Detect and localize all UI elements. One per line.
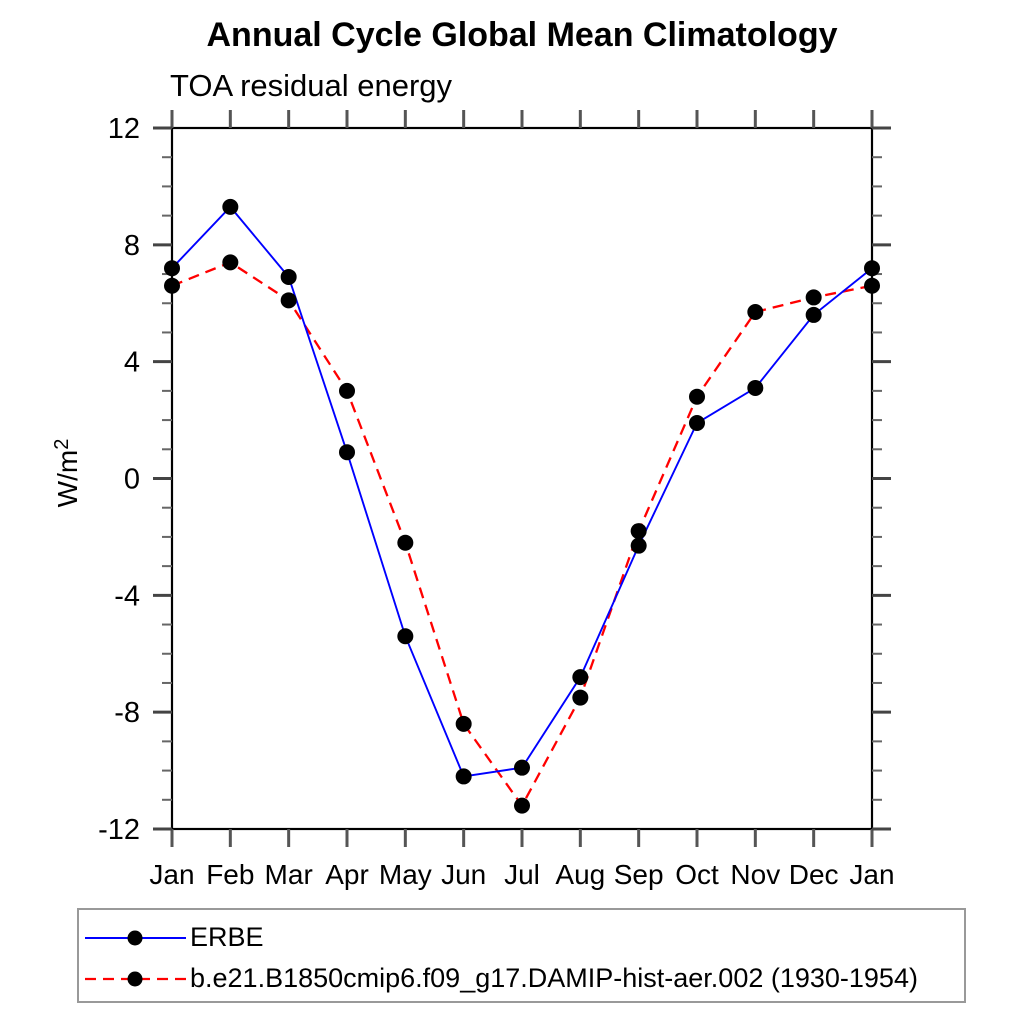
legend-row-model: b.e21.B1850cmip6.f09_g17.DAMIP-hist-aer.… <box>79 958 964 999</box>
legend-box: ERBE b.e21.B1850cmip6.f09_g17.DAMIP-hist… <box>77 908 966 1003</box>
data-point-marker <box>689 415 705 432</box>
data-point-marker <box>397 534 414 551</box>
x-tick-label: Jan <box>849 859 894 890</box>
data-series <box>164 198 880 814</box>
model-line-sample-icon <box>85 971 186 986</box>
y-axis-label: W/m2 <box>46 397 83 549</box>
y-tick-label: -8 <box>114 697 140 729</box>
data-point-marker <box>572 689 589 706</box>
axis-tick-labels: Jan Feb Mar Apr May Jun Jul Aug Sep Oct Nov Dec Jan-… <box>98 113 895 890</box>
erbe-line-sample-icon <box>85 930 186 945</box>
legend-row-erbe: ERBE <box>79 917 964 958</box>
y-axis-label-superscript: 2 <box>51 438 73 450</box>
data-point-marker <box>747 304 764 321</box>
x-tick-label: Nov <box>730 859 780 890</box>
model-line <box>171 261 873 808</box>
y-tick-label: 8 <box>124 230 140 262</box>
data-point-marker <box>689 388 705 405</box>
legend-sample-marker <box>127 930 143 945</box>
x-tick-label: Jun <box>441 859 486 890</box>
x-tick-label: Sep <box>614 859 664 890</box>
data-point-marker <box>514 797 530 814</box>
data-point-marker <box>864 277 880 294</box>
data-point-marker <box>630 523 647 540</box>
chart-title: Annual Cycle Global Mean Climatology <box>206 16 838 54</box>
y-tick-label: -4 <box>114 580 140 612</box>
data-point-marker <box>339 444 355 461</box>
data-point-marker <box>805 306 822 323</box>
data-point-marker <box>455 715 472 732</box>
data-point-marker <box>572 669 589 686</box>
data-point-marker <box>164 277 180 294</box>
data-point-marker <box>397 628 414 645</box>
data-point-marker <box>280 292 297 309</box>
x-tick-label: Oct <box>675 859 719 890</box>
axes <box>153 110 891 847</box>
legend-label-erbe: ERBE <box>190 922 264 952</box>
y-tick-label: 12 <box>108 113 140 145</box>
data-point-marker <box>280 268 297 285</box>
x-tick-label: Jan <box>149 859 194 890</box>
x-tick-label: Aug <box>555 859 605 890</box>
data-point-marker <box>864 260 880 277</box>
y-tick-label: 4 <box>124 347 140 379</box>
data-point-marker <box>630 537 647 554</box>
y-tick-label: -12 <box>98 814 140 846</box>
legend-sample-marker <box>127 971 143 986</box>
x-tick-label: Dec <box>789 859 839 890</box>
x-tick-label: Apr <box>325 859 369 890</box>
x-tick-label: May <box>379 859 432 890</box>
x-tick-label: Mar <box>265 859 313 890</box>
data-point-marker <box>747 379 764 396</box>
legend-label-model: b.e21.B1850cmip6.f09_g17.DAMIP-hist-aer.… <box>190 963 918 993</box>
x-tick-label: Feb <box>206 859 254 890</box>
data-point-marker <box>805 289 822 306</box>
y-tick-label: 0 <box>124 464 140 496</box>
data-point-marker <box>455 768 472 785</box>
plot-border <box>170 126 874 831</box>
data-point-marker <box>339 382 355 399</box>
chart-subtitle: TOA residual energy <box>170 68 453 103</box>
y-axis-label-main: W/m <box>52 449 83 508</box>
data-point-marker <box>514 759 530 776</box>
x-tick-label: Jul <box>504 859 540 890</box>
data-point-marker <box>164 260 180 277</box>
data-point-marker <box>222 198 239 215</box>
data-point-marker <box>222 254 239 271</box>
